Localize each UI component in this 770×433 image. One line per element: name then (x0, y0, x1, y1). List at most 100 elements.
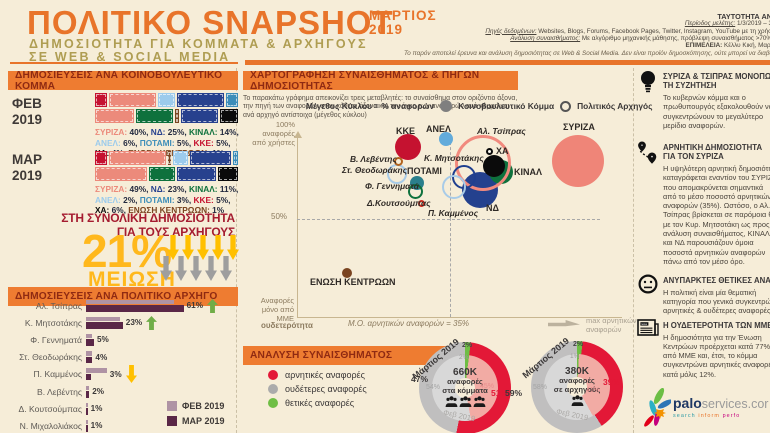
meta-line: Ανάλυση συναισθήματος: Με αλγόριθμο μηχα… (510, 34, 770, 42)
y-axis-bottom-label: Αναφορές μόνο από ΜΜΕ (260, 296, 294, 323)
leader-row: Δ. Κουτσούμπας 1% (8, 400, 238, 417)
sentiment-legend-item: αρνητικές αναφορές (268, 370, 367, 380)
pct-inner-negative: 41% (586, 387, 601, 394)
legend-item: ΦΕΒ 2019 (167, 401, 225, 411)
donut-inner-ring: 660K αναφορές στα κόμματα (432, 355, 498, 421)
page-subtitle-line1: ΔΗΜΟΣΙΟΤΗΤΑ ΓΙΑ ΚΟΜΜΑΤΑ & ΑΡΧΗΓΟΥΣ (29, 37, 368, 51)
insight-body: Η υψηλότερη αρνητική δημοσιότητα καταγράφ… (663, 164, 770, 266)
waffle-cell-syriza (108, 151, 167, 165)
gridline-50pct (297, 219, 600, 220)
leader-share-label: 1% (90, 421, 103, 431)
pct-outer-neutral: 47% (411, 374, 429, 384)
route-pins-icon (637, 141, 659, 167)
leader-name: Π. Καμμένος (33, 369, 82, 380)
meta-lines: Περίοδος μελέτης: 1/3/2019 – 3 Πηγές δεδο… (404, 20, 770, 49)
logo-feather-icon (644, 388, 671, 427)
waffle-cell-anel (157, 93, 176, 107)
party-share: 11%, (219, 184, 239, 194)
leader-name: Β. Λεβέντης (37, 386, 82, 397)
party-share: 14%, (219, 127, 239, 137)
scatter-label: ΠΟΤΑΜΙ (407, 166, 442, 176)
party-name: ΚΙΝΑΛ: (188, 184, 220, 194)
x-axis-max-label: max αρνητικών αναφορών (586, 316, 637, 334)
party-name: ΠΟΤΑΜΙ: (139, 137, 177, 148)
scatter-bubble (393, 156, 403, 166)
legend-label: ΦΕΒ 2019 (182, 401, 225, 411)
legend-label: ουδέτερες αναφορές (285, 384, 367, 394)
logo-tagline: search inform perfo (673, 412, 741, 419)
scatter-bubble (395, 134, 421, 160)
party-share: 40%, (129, 127, 151, 137)
party-name: ΣΥΡΙΖΑ: (95, 127, 130, 137)
leader-row: Κ. Μητσοτάκης 23% (8, 314, 238, 331)
bar-feb (86, 299, 174, 305)
y-axis-mid-label: 50% (271, 212, 288, 221)
down-arrow-icon (167, 235, 179, 265)
pct-outer-negative: 51% (491, 388, 509, 398)
legend-dot-icon (268, 370, 278, 380)
waffle-cell-nd (180, 109, 218, 123)
bar-mar (86, 305, 184, 312)
pct-outer-positive: 2% (462, 342, 473, 349)
pct-inner-neutral: 54% (426, 384, 441, 391)
scatter-bubble (410, 176, 424, 190)
sentiment-legend-item: ουδέτερες αναφορές (268, 384, 367, 394)
section-header-sentiment-map: ΧΑΡΤΟΓΡΑΦΗΣΗ ΣΥΝΑΙΣΘΗΜΑΤΟΣ & ΠΗΓΩΝ ΔΗΜΟΣ… (243, 70, 518, 92)
period-label: ΜΑΡΤΙΟΣ 2019 (369, 8, 437, 37)
leader-row: Αλ. Τσίπρας 61% (8, 297, 238, 314)
leader-share-label: 4% (95, 352, 108, 362)
leader-chart-legend: ΦΕΒ 2019 ΜΑΡ 2019 (167, 401, 225, 431)
scatter-bubble (455, 135, 511, 191)
section-header-sentiment-analysis: ΑΝΑΛΥΣΗ ΣΥΝΑΙΣΘΗΜΑΤΟΣ (243, 346, 451, 365)
bar-mar (86, 408, 88, 415)
scatter-label: Κ. Μητσοτάκης (424, 153, 484, 163)
section-header-leader-publicity: ΔΗΜΟΣΙΕΥΣΕΙΣ ΑΝΑ ΠΟΛΙΤΙΚΟ ΑΡΧΗΓΟ (8, 287, 238, 306)
donut-outer-ring: 660K αναφορές στα κόμματα (419, 342, 511, 433)
summary-line1: ΣΤΗ ΣΥΝΟΛΙΚΗ ΔΗΜΟΣΙΟΤΗΤΑ (61, 211, 235, 225)
leader-name: Κ. Μητσοτάκης (24, 317, 82, 328)
bubble-size-label: Μέγεθος Κύκλου = % αναφορών (306, 101, 435, 111)
bar-mar (86, 322, 123, 329)
party-name: ΣΥΡΙΖΑ: (95, 184, 130, 194)
legend-label: θετικές αναφορές (285, 398, 355, 408)
insight-heading: Η ΟΥΔΕΤΕΡΟΤΗΤΑ ΤΩΝ ΜΜΕ (663, 321, 770, 330)
decrease-arrows-yellow (167, 235, 239, 265)
up-arrow-icon (206, 298, 218, 313)
scatter-bubble (417, 199, 425, 207)
bar-feb (86, 368, 107, 373)
legend-dot-icon (268, 384, 278, 394)
legend-label: αρνητικές αναφορές (285, 370, 365, 380)
down-arrow-icon (227, 235, 239, 265)
scatter-label: Αλ. Τσίπρας (477, 126, 526, 136)
legend-dot-icon (268, 398, 278, 408)
pct-inner-neutral: 58% (533, 384, 548, 391)
legend-label: ΜΑΡ 2019 (182, 416, 225, 426)
pct-inner-positive: 1% (570, 353, 580, 360)
donut-center: 380K αναφορές σε αρχηγούς (554, 367, 600, 406)
leader-row: Β. Λεβέντης 2% (8, 383, 238, 400)
waffle-chart-feb (95, 93, 238, 123)
scatter-bubble (387, 164, 407, 184)
bar-feb (86, 419, 88, 425)
column-divider-right (633, 68, 634, 433)
scatter-label: Δ.Κουτσούμπας (367, 198, 431, 208)
decrease-percentage: 21% (82, 225, 172, 277)
person-icon (571, 395, 584, 407)
bar-feb (86, 316, 120, 322)
origin-label: ουδετερότητα (261, 321, 313, 330)
party-name: ΝΔ: (150, 184, 168, 194)
party-name: ΝΔ: (150, 127, 168, 137)
study-meta-block: ΤΑΥΤΟΤΗΤΑ ΑΝ Περίοδος μελέτης: 1/3/2019 … (404, 13, 770, 49)
leader-row: Στ. Θεοδωράκης 4% (8, 349, 238, 366)
logo-brand-text: palo (673, 394, 702, 411)
bar-mar (86, 373, 91, 381)
leader-name: Δ. Κουτσούμπας (18, 403, 82, 414)
header-divider-right (245, 60, 770, 65)
x-axis-line (297, 317, 622, 318)
down-arrow-icon (212, 235, 224, 265)
leader-share-label: 3% (109, 369, 122, 379)
down-arrow-icon (160, 256, 172, 286)
down-arrow-icon (175, 256, 187, 286)
neutral-face-icon (637, 274, 659, 294)
